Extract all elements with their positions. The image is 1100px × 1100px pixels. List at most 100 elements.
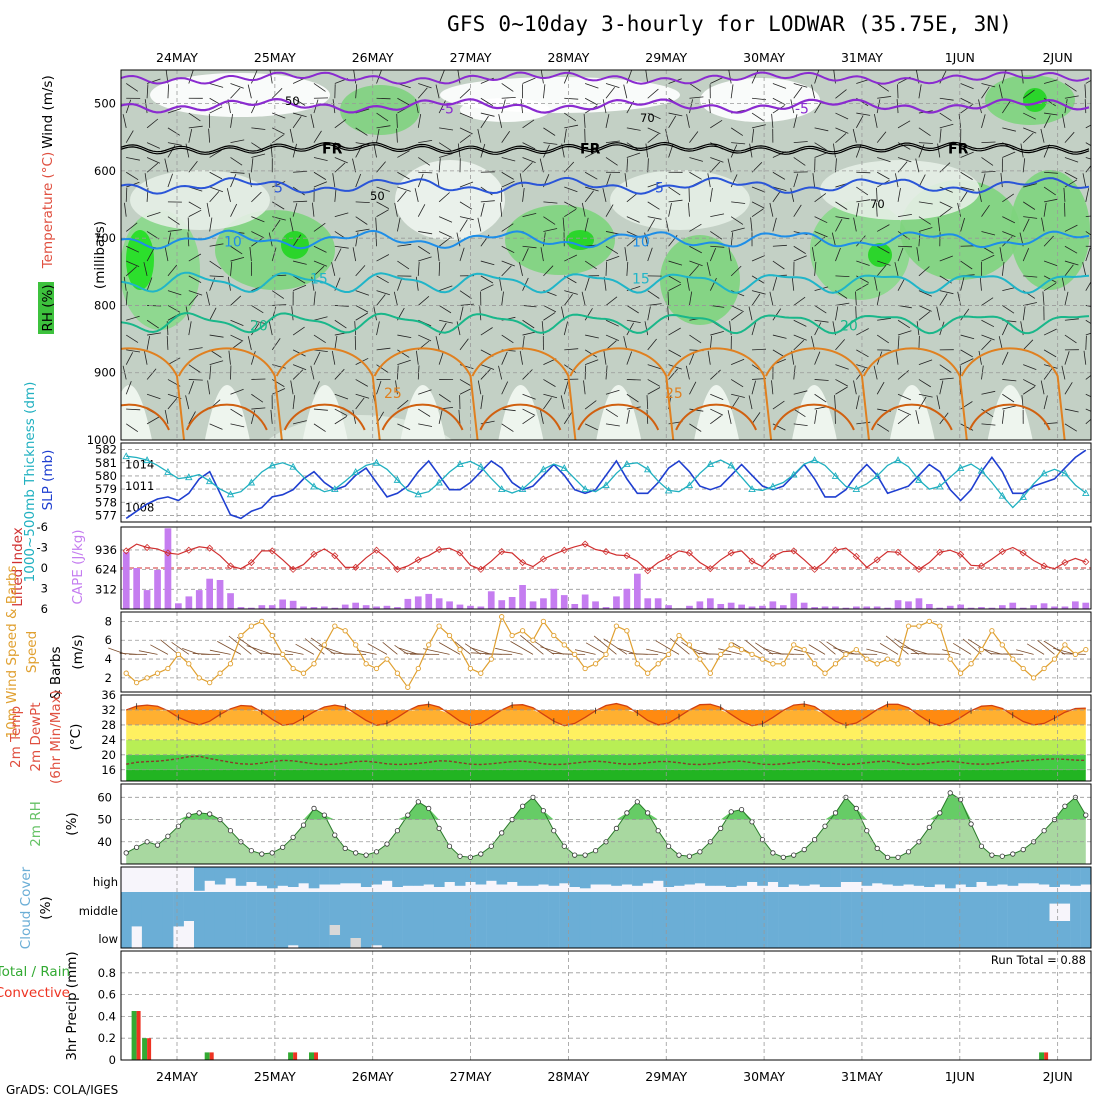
cloud-bar-high — [350, 867, 362, 884]
wind-barb — [918, 142, 933, 144]
wind10m-barb — [540, 646, 565, 655]
wind10m-barb — [209, 649, 231, 655]
wind-barb — [250, 158, 254, 173]
cloud-bar-high — [632, 867, 643, 886]
wind-speed-marker — [791, 642, 797, 648]
cape-bar — [821, 606, 829, 609]
wind-barb — [438, 351, 444, 365]
wind-barb — [981, 408, 994, 418]
wind-barb — [626, 393, 639, 403]
temp-contour-5 — [121, 176, 1090, 195]
wind-barb — [856, 328, 869, 336]
wind-barb — [1085, 319, 1091, 325]
wind-barb — [438, 231, 452, 238]
wind-barb — [187, 217, 190, 232]
wind-barb — [501, 351, 508, 365]
wind-barb — [709, 277, 717, 291]
wind-barb — [584, 97, 598, 106]
thickness-marker — [727, 461, 735, 469]
wind-barb — [710, 393, 724, 400]
wind-barb — [167, 127, 181, 136]
wind-barb — [897, 370, 909, 380]
cloud-bar-middle — [882, 892, 894, 921]
rh2m-marker — [134, 844, 140, 850]
bottom-date-label: 31MAY — [841, 1069, 883, 1084]
wind-barb — [833, 143, 836, 158]
wind-barb — [814, 393, 827, 403]
cloud-bar-low — [246, 921, 257, 948]
wind-barb — [125, 83, 139, 92]
lifted-index-marker — [352, 563, 360, 571]
wind-barb — [313, 349, 328, 352]
wind-barb — [438, 70, 445, 84]
wind-barb — [605, 114, 610, 128]
wind-barb — [730, 232, 734, 247]
wind-barb — [418, 245, 431, 255]
wind-barb — [876, 334, 890, 344]
wind-barb — [251, 216, 265, 223]
wind-barb — [581, 291, 586, 306]
wind-barb — [918, 305, 932, 312]
thickness-marker — [518, 485, 527, 493]
lifted-index-marker — [518, 558, 527, 567]
top-date-label: 29MAY — [645, 50, 687, 65]
wind-barb — [543, 265, 554, 277]
rh2m-marker — [937, 810, 943, 816]
cloud-bar-high — [1080, 867, 1092, 885]
rh2m-marker — [822, 823, 828, 829]
cape-bar — [748, 606, 756, 609]
wind-speed-marker — [780, 661, 786, 667]
panel-frame — [120, 69, 1092, 441]
wind-speed-marker — [144, 675, 150, 681]
chart-title: GFS 0~10day 3-hourly for LODWAR (35.75E,… — [447, 12, 1013, 36]
wind-barb — [584, 217, 589, 232]
wind10m-barb — [367, 643, 388, 655]
cape-bar — [258, 605, 266, 609]
wind-barb — [710, 119, 723, 129]
wind10m-barb — [295, 643, 315, 655]
cape-tick-label: 936 — [95, 543, 117, 557]
wind-speed-marker — [624, 628, 630, 634]
cloud-bar-middle — [413, 892, 424, 921]
wind10m-barb — [150, 644, 169, 655]
wind-barb — [835, 201, 848, 210]
wind10m-barb — [454, 641, 471, 655]
wind10m-barb — [826, 641, 847, 655]
wind-barb — [355, 84, 358, 99]
wind-barb — [1064, 351, 1070, 365]
rh2m-marker — [582, 852, 588, 858]
wind-speed-marker — [707, 670, 713, 676]
wind-speed-marker — [488, 656, 494, 662]
lifted-index-marker — [226, 562, 235, 570]
wind-barb — [769, 291, 774, 306]
wind-barb — [1064, 318, 1079, 321]
wind10m-barb — [833, 647, 857, 655]
cloud-bar-high — [579, 867, 591, 889]
wind-barb — [918, 127, 931, 137]
cloud-bar-middle — [548, 892, 560, 921]
cloud-bar-low — [1080, 921, 1092, 948]
thickness-marker — [143, 456, 151, 464]
temp-contour-30 — [968, 403, 1051, 431]
cape-bar — [780, 605, 787, 609]
wind-tick-label: 4 — [105, 652, 112, 666]
wind-barb — [731, 201, 746, 204]
cloud-bar-middle — [475, 892, 487, 921]
wind-barb — [438, 237, 451, 247]
wind-barb — [146, 231, 160, 240]
wind-barb — [647, 338, 657, 351]
lifted-index-marker — [498, 548, 506, 556]
cloud-bar-high — [736, 867, 748, 886]
wind10m-barb — [495, 647, 523, 655]
cloud-bar-low — [486, 921, 497, 948]
temp-line — [125, 702, 1086, 727]
top-date-label: 25MAY — [254, 50, 296, 65]
wind-barb — [626, 70, 632, 84]
cloud-bar-middle — [308, 892, 320, 921]
wind-barb — [167, 290, 182, 296]
wind-speed-marker — [457, 646, 463, 653]
wind-barb — [459, 88, 471, 99]
precip-convective-bar — [314, 1052, 318, 1060]
cloud-bar-low — [1038, 921, 1050, 948]
cloud-bar-low — [767, 921, 779, 948]
